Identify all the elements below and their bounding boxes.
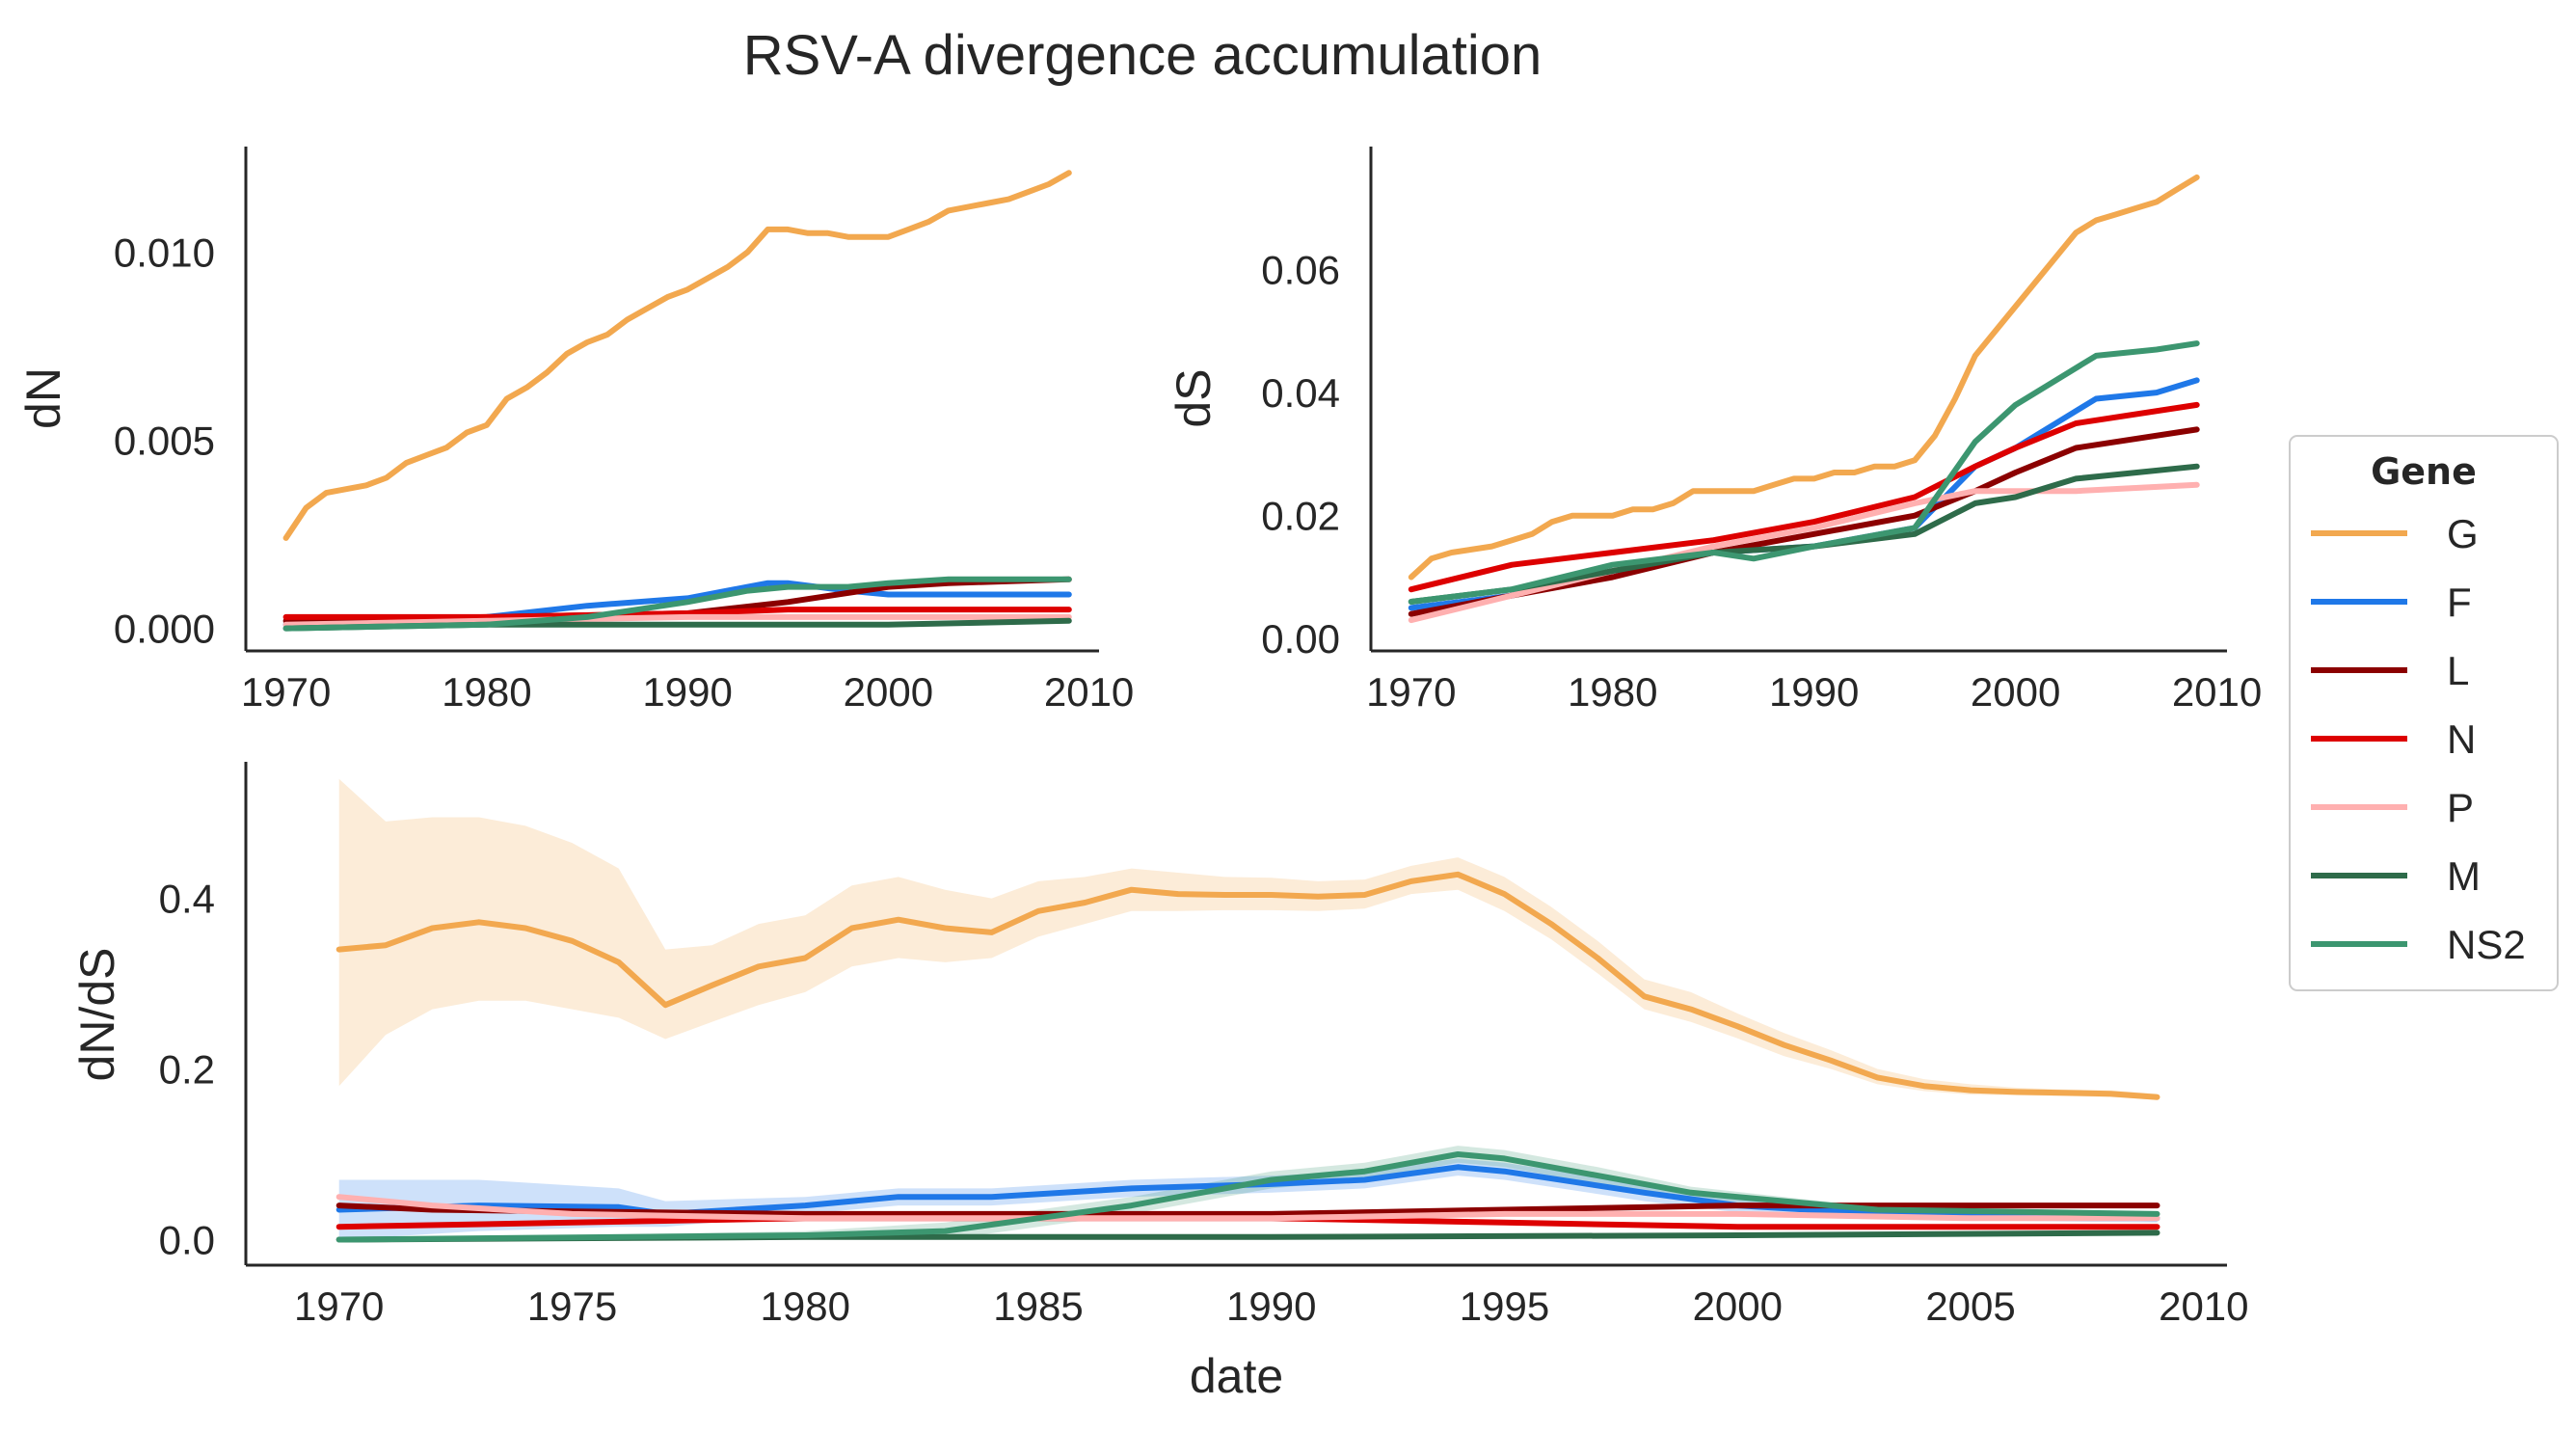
y-axis-label: dS: [1167, 368, 1221, 427]
legend-label-l: L: [2447, 648, 2469, 693]
x-tick-label: 2000: [1693, 1283, 1783, 1329]
x-tick-label: 1970: [241, 669, 331, 715]
series-line-g: [1408, 174, 2200, 581]
series-line-g: [335, 871, 2160, 1100]
x-tick-label: 1980: [1568, 669, 1657, 715]
x-tick-label: 2010: [1044, 669, 1134, 715]
y-tick-label: 0.2: [159, 1047, 215, 1093]
x-tick-label: 1990: [1769, 669, 1859, 715]
y-tick-label: 0.000: [114, 607, 215, 652]
chart-title: RSV-A divergence accumulation: [743, 24, 1543, 87]
series-line-m: [1408, 463, 2200, 605]
panel-dn: 1970 1980 1990 2000 2010 0.000 0.005 0.010 dN: [16, 147, 1134, 715]
x-tick-label: 1980: [761, 1283, 850, 1329]
series-line-ns2: [282, 576, 1072, 632]
x-tick-label: 1980: [442, 669, 531, 715]
x-axis-label: date: [1190, 1349, 1283, 1403]
x-tick-label: 1985: [993, 1283, 1083, 1329]
x-tick-label: 1975: [527, 1283, 617, 1329]
series-line-n: [282, 607, 1072, 620]
y-tick-label: 0.04: [1261, 370, 1340, 416]
x-tick-label: 2000: [844, 669, 933, 715]
band-g: [338, 778, 2158, 1100]
series-line-ns2: [1408, 340, 2200, 605]
x-tick-label: 2000: [1971, 669, 2060, 715]
y-tick-label: 0.06: [1261, 248, 1340, 293]
x-tick-label: 1970: [294, 1283, 384, 1329]
legend-label-f: F: [2447, 580, 2472, 625]
y-tick-label: 0.02: [1261, 494, 1340, 539]
y-tick-label: 0.010: [114, 230, 215, 275]
series-line-l: [1408, 426, 2200, 617]
panel-dnds: 1970 1975 1980 1985 1990 1995 2000 2005 2010 0.0 0…: [70, 762, 2249, 1403]
x-tick-label: 2010: [2159, 1283, 2248, 1329]
legend-frame: [2289, 435, 2559, 991]
x-tick-label: 1970: [1366, 669, 1456, 715]
series-line-p: [1408, 481, 2200, 624]
x-tick-label: 1995: [1460, 1283, 1549, 1329]
x-tick-label: 1990: [642, 669, 732, 715]
y-tick-label: 0.0: [159, 1217, 215, 1262]
series-line-n: [1408, 401, 2200, 593]
panel-ds: 1970 1980 1990 2000 2010 0.00 0.02 0.04 0.06 dS: [1167, 147, 2262, 715]
series-line-p: [335, 1194, 2160, 1222]
series-line-ns2: [335, 1151, 2160, 1243]
x-tick-label: 2010: [2172, 669, 2262, 715]
series-line-p: [282, 613, 1072, 628]
y-tick-label: 0.4: [159, 877, 215, 922]
legend-title: Gene: [2371, 450, 2477, 493]
legend-label-m: M: [2447, 853, 2481, 899]
y-axis-label: dN: [16, 367, 70, 429]
series-line-f: [1408, 377, 2200, 611]
legend-label-n: N: [2447, 716, 2476, 762]
x-tick-label: 2005: [1925, 1283, 2015, 1329]
y-tick-label: 0.005: [114, 418, 215, 463]
legend-label-p: P: [2447, 785, 2474, 830]
legend-label-ns2: NS2: [2447, 922, 2526, 967]
y-axis-label: dN/dS: [70, 948, 124, 1082]
x-tick-label: 1990: [1226, 1283, 1316, 1329]
series-line-g: [282, 170, 1072, 541]
legend-label-g: G: [2447, 511, 2479, 556]
y-tick-label: 0.00: [1261, 616, 1340, 662]
